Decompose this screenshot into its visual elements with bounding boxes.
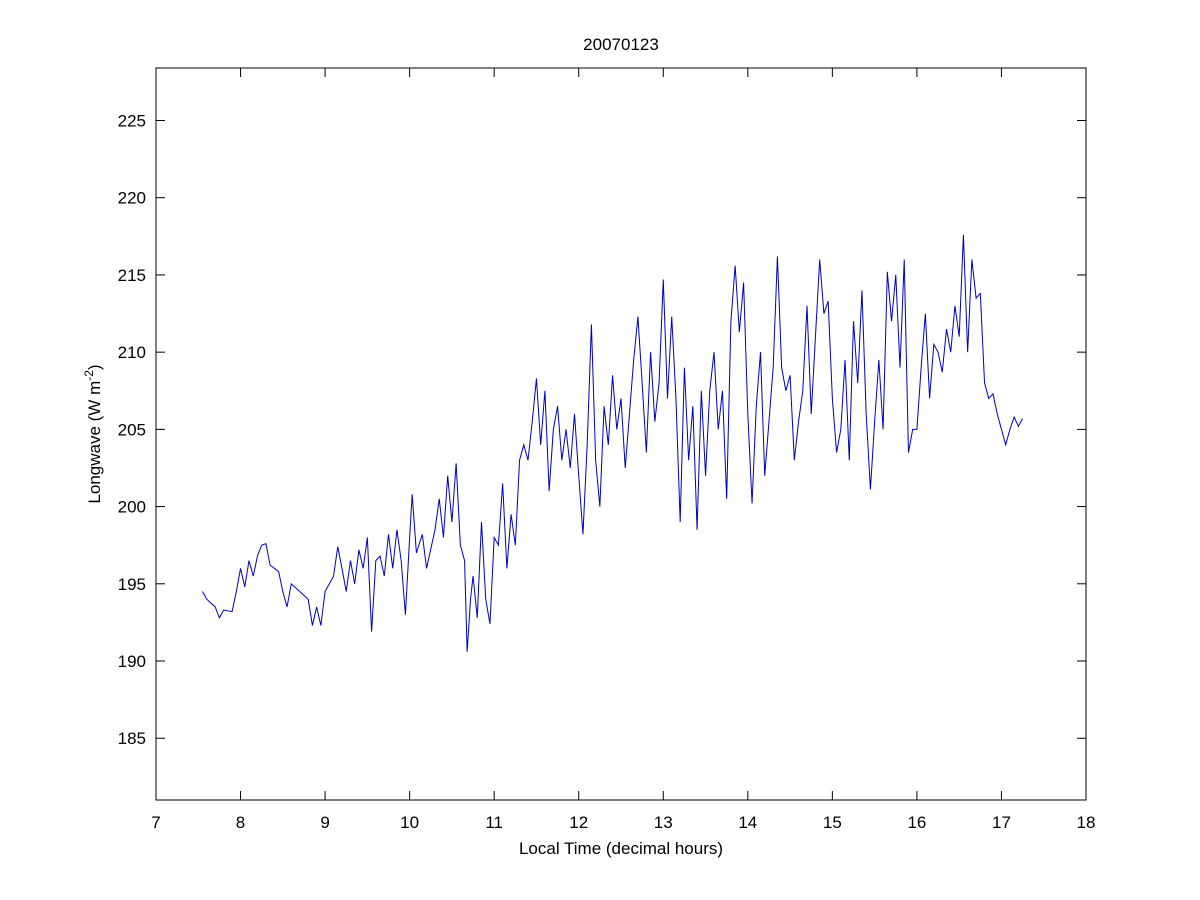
y-axis-label-superscript: -2 [82, 370, 96, 381]
x-tick-label: 18 [1077, 813, 1096, 832]
y-tick-label: 215 [118, 266, 146, 285]
x-tick-label: 14 [738, 813, 757, 832]
x-tick-label: 10 [400, 813, 419, 832]
y-tick-label: 205 [118, 420, 146, 439]
x-tick-label: 9 [320, 813, 329, 832]
x-tick-label: 17 [992, 813, 1011, 832]
x-tick-label: 7 [151, 813, 160, 832]
chart-title: 20070123 [583, 35, 659, 54]
x-tick-label: 8 [236, 813, 245, 832]
y-axis-label: Longwave (W m-2) [82, 364, 104, 503]
data-line [202, 234, 1024, 652]
x-tick-label: 13 [654, 813, 673, 832]
y-axis-label-main: Longwave (W m [85, 381, 104, 504]
y-tick-label: 185 [118, 729, 146, 748]
plot-area [155, 67, 1087, 801]
x-tick-label: 11 [485, 813, 503, 832]
x-axis-label: Local Time (decimal hours) [519, 839, 723, 858]
y-axis-label-end: ) [85, 364, 104, 370]
x-tick-label: 12 [569, 813, 588, 832]
y-tick-label: 190 [118, 652, 146, 671]
x-tick-label: 16 [907, 813, 926, 832]
y-tick-label: 210 [118, 343, 146, 362]
y-tick-label: 225 [118, 112, 146, 131]
y-tick-label: 200 [118, 498, 146, 517]
x-tick-label: 15 [823, 813, 842, 832]
y-tick-label: 195 [118, 575, 146, 594]
y-tick-label: 220 [118, 189, 146, 208]
